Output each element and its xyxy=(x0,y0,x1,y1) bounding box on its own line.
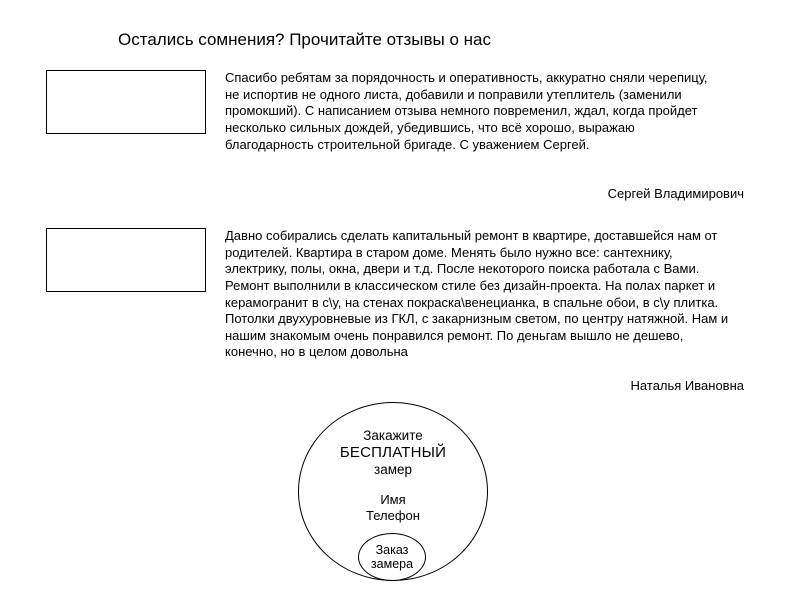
page: Остались сомнения? Прочитайте отзывы о н… xyxy=(0,0,794,595)
review-author: Сергей Владимирович xyxy=(608,186,744,201)
phone-field-label[interactable]: Телефон xyxy=(298,508,488,523)
cta-title-line: Закажите xyxy=(298,428,488,443)
image-box xyxy=(46,70,206,134)
review-image-placeholder xyxy=(46,228,206,292)
order-measure-button[interactable]: Заказзамера xyxy=(358,533,426,581)
button-label: Заказзамера xyxy=(371,543,413,572)
cta-title-line: замер xyxy=(298,462,488,477)
review-image-placeholder xyxy=(46,70,206,134)
section-heading: Остались сомнения? Прочитайте отзывы о н… xyxy=(118,30,491,50)
review-text: Давно собирались сделать капитальный рем… xyxy=(225,228,735,361)
name-field-label[interactable]: Имя xyxy=(298,492,488,507)
review-author: Наталья Ивановна xyxy=(631,378,744,393)
review-text: Спасибо ребятам за порядочность и операт… xyxy=(225,70,725,153)
image-box xyxy=(46,228,206,292)
cta-title-line: БЕСПЛАТНЫЙ xyxy=(298,444,488,461)
